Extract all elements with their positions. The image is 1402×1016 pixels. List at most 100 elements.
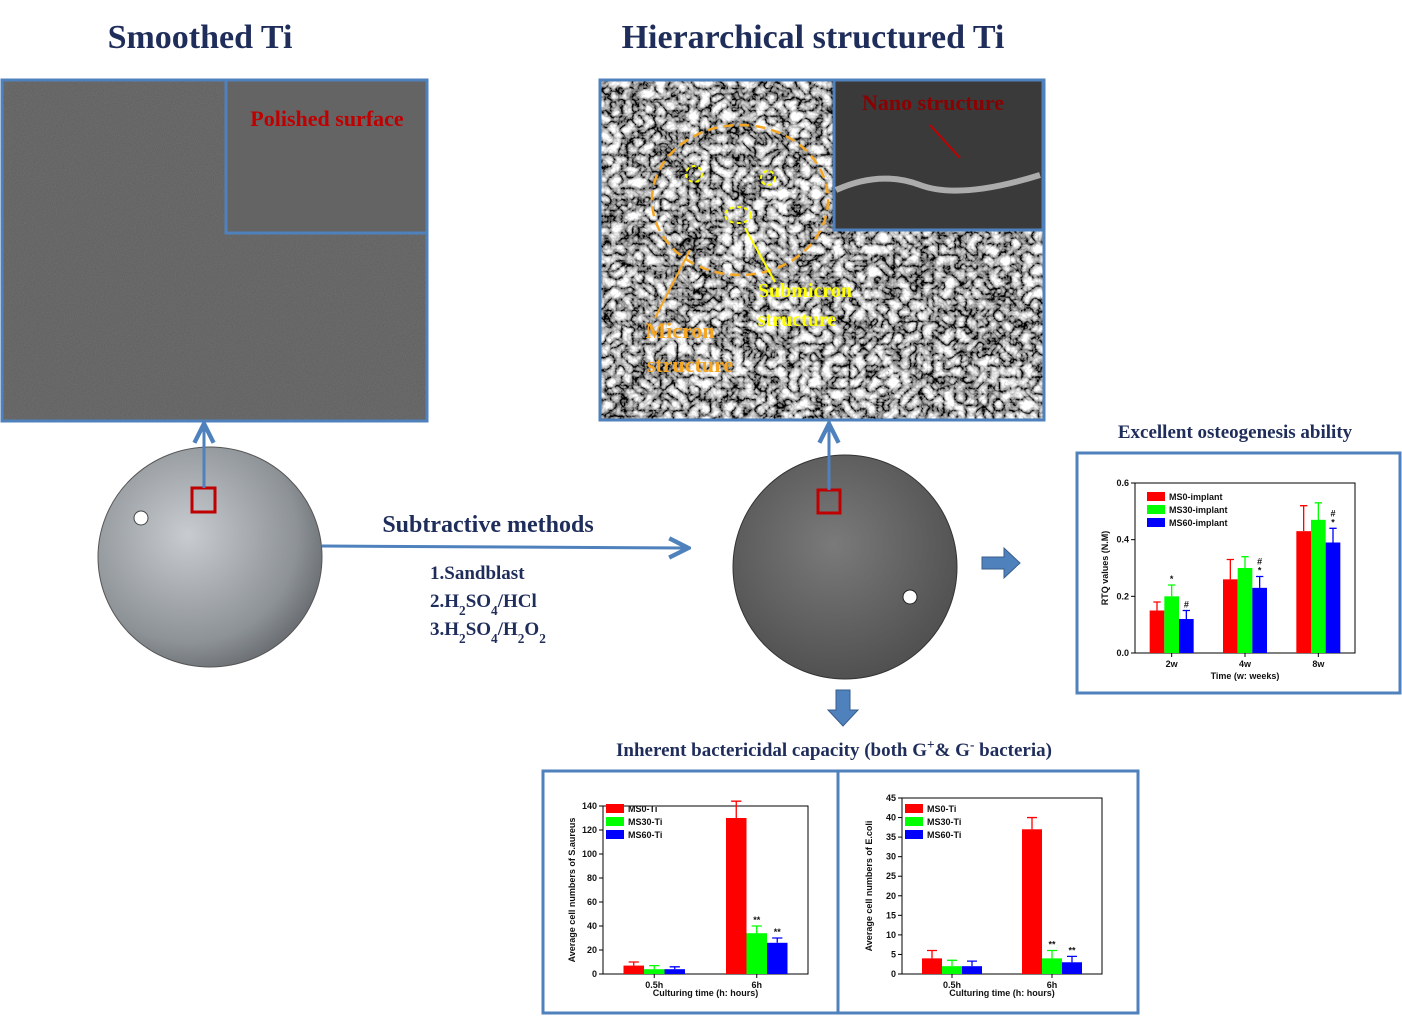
- text-part: 2: [539, 631, 546, 646]
- significance: *: [1170, 574, 1174, 584]
- bar: [962, 966, 982, 974]
- submicron-mark: [724, 206, 752, 224]
- error-bar: [1182, 609, 1190, 619]
- bar: [1237, 568, 1253, 653]
- error-bar: [1027, 816, 1037, 830]
- sem-frame: [0, 78, 429, 423]
- significance: *: [1258, 566, 1262, 576]
- y-tick-label: 0.4: [1116, 535, 1129, 545]
- error-bar: [628, 961, 639, 966]
- bar: [726, 818, 747, 974]
- legend-label: MS30-implant: [1169, 505, 1228, 515]
- text-part: -: [970, 737, 974, 752]
- error-bar: [772, 937, 783, 943]
- legend-swatch: [905, 804, 923, 813]
- bar: [942, 966, 962, 974]
- bar: [746, 933, 767, 974]
- significance: **: [753, 915, 761, 925]
- x-tick-label: 0.5h: [645, 980, 663, 990]
- y-tick-label: 20: [587, 945, 597, 955]
- error-bar: [669, 966, 680, 970]
- y-tick-label: 10: [886, 930, 896, 940]
- y-tick-label: 60: [587, 897, 597, 907]
- y-tick-label: 0: [891, 969, 896, 979]
- error-bar: [967, 960, 977, 967]
- osteo-title: Excellent osteogenesis ability: [1118, 422, 1353, 443]
- y-tick-label: 80: [587, 873, 597, 883]
- submicron-arrow: [744, 227, 776, 283]
- label-submicron: Submicron: [758, 280, 852, 302]
- bar: [1296, 531, 1311, 653]
- error-bar: [1168, 584, 1176, 597]
- y-tick-label: 20: [886, 891, 896, 901]
- plot-frame: [901, 797, 1103, 975]
- legend-label: MS60-Ti: [628, 830, 662, 840]
- bar: [623, 965, 644, 974]
- x-tick-label: 8w: [1312, 659, 1325, 669]
- disc-hole: [902, 589, 918, 605]
- micron-arrow: [654, 249, 691, 319]
- error-bar: [1241, 556, 1249, 568]
- text-part: 2: [518, 631, 525, 646]
- sem-frame: [598, 78, 1046, 422]
- inset-nano: [832, 78, 1045, 232]
- x-axis-label: Culturing time (h: hours): [653, 988, 759, 998]
- text-part: Inherent bactericidal capacity (both G: [616, 740, 927, 761]
- x-tick-label: 4w: [1239, 659, 1252, 669]
- y-tick-label: 45: [886, 793, 896, 803]
- y-tick-label: 25: [886, 871, 896, 881]
- legend-label: MS60-implant: [1169, 518, 1228, 528]
- bar: [767, 942, 788, 974]
- legend-swatch: [606, 817, 624, 826]
- y-tick-label: 100: [582, 849, 597, 859]
- text-part: 3.H: [430, 619, 459, 640]
- x-tick-label: 0.5h: [943, 980, 961, 990]
- text-part: bacteria): [974, 740, 1052, 761]
- legend-label: MS30-Ti: [628, 817, 662, 827]
- plot-frame: [602, 805, 809, 975]
- text-part: 4: [491, 631, 498, 646]
- bar: [664, 969, 685, 974]
- significance: *: [1331, 517, 1335, 527]
- process-title: Subtractive methods: [382, 512, 593, 538]
- y-tick-label: 35: [886, 832, 896, 842]
- block-arrow-down: [826, 689, 860, 727]
- label-submicron: structure: [758, 309, 837, 331]
- text-part: 1.Sandblast: [430, 563, 525, 584]
- text-part: +: [927, 737, 935, 752]
- x-tick-label: 2w: [1166, 659, 1179, 669]
- legend-swatch: [905, 830, 923, 839]
- bar: [922, 958, 942, 974]
- significance: #: [1184, 600, 1189, 610]
- x-axis-label: Time (w: weeks): [1211, 671, 1280, 681]
- block-arrow-right: [981, 546, 1021, 580]
- disc-rough: [732, 454, 958, 680]
- x-axis-label: Culturing time (h: hours): [949, 988, 1055, 998]
- error-bar: [1300, 505, 1308, 532]
- error-bar: [731, 800, 742, 818]
- label-nano: Nano structure: [862, 90, 1004, 115]
- legend-swatch: [606, 804, 624, 813]
- y-tick-label: 40: [886, 813, 896, 823]
- y-tick-label: 0: [592, 969, 597, 979]
- y-tick-label: 0.0: [1116, 648, 1129, 658]
- y-tick-label: 120: [582, 825, 597, 835]
- y-tick-label: 15: [886, 910, 896, 920]
- significance: **: [1048, 940, 1056, 950]
- bar: [1042, 958, 1062, 974]
- significance: #: [1330, 508, 1335, 518]
- bar: [1149, 610, 1165, 653]
- label-polished: Polished surface: [250, 106, 404, 131]
- title-right: Hierarchical structured Ti: [622, 19, 1005, 56]
- text-part: /H: [497, 619, 518, 640]
- nano-arrow: [929, 124, 961, 159]
- error-bar: [1256, 575, 1264, 588]
- legend-label: MS30-Ti: [927, 817, 961, 827]
- bar: [1311, 519, 1326, 653]
- title-left: Smoothed Ti: [108, 19, 293, 56]
- significance: **: [1068, 945, 1076, 955]
- error-bar: [1226, 558, 1234, 580]
- y-axis-label: Average cell numbers of S.aureus: [567, 818, 577, 963]
